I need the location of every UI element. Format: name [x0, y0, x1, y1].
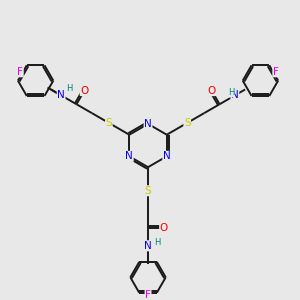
Text: O: O [160, 223, 168, 233]
Text: N: N [231, 90, 239, 100]
Text: O: O [80, 85, 88, 96]
Text: N: N [125, 151, 133, 161]
Text: N: N [57, 90, 65, 100]
Text: S: S [145, 186, 151, 196]
Text: S: S [106, 118, 112, 128]
Text: O: O [208, 85, 216, 96]
Text: F: F [273, 67, 279, 77]
Text: S: S [184, 118, 190, 128]
Text: N: N [144, 241, 152, 251]
Text: H: H [228, 88, 234, 97]
Text: F: F [17, 67, 23, 77]
Text: N: N [144, 119, 152, 129]
Text: N: N [163, 151, 171, 161]
Text: F: F [145, 290, 151, 300]
Text: H: H [154, 238, 160, 247]
Text: H: H [66, 84, 72, 93]
